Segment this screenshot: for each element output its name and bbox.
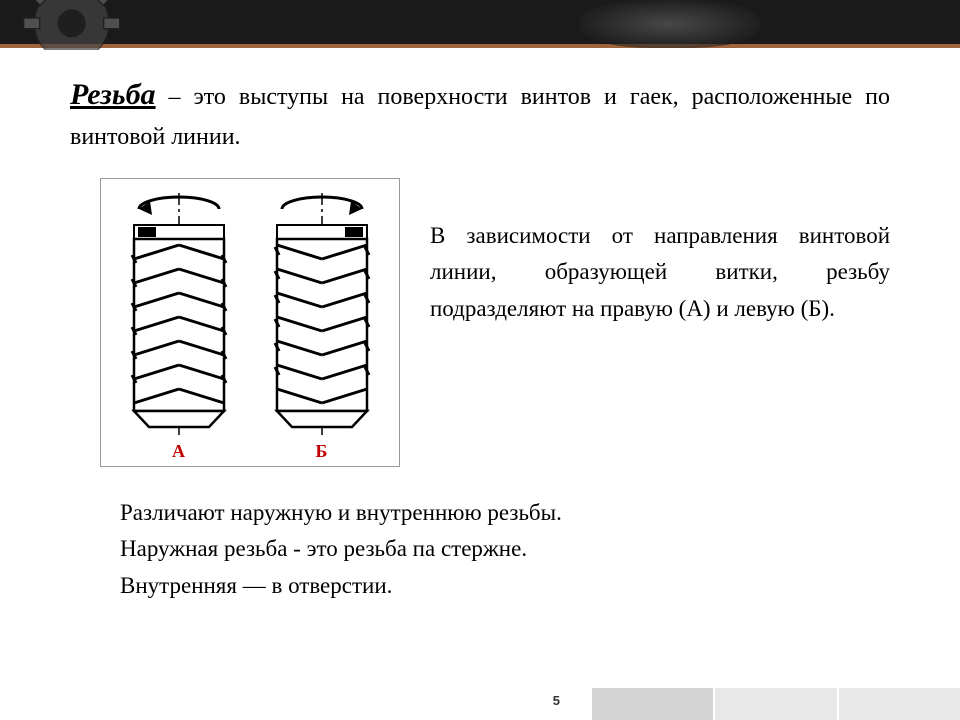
header-cylinder-shape <box>580 0 760 48</box>
screw-b-svg <box>257 187 387 437</box>
mid-row: А <box>100 178 890 467</box>
bottom-line-3: Внутренняя — в отверстии. <box>120 568 890 605</box>
footer-seg <box>592 688 713 720</box>
screw-a-svg <box>114 187 244 437</box>
screw-a: А <box>114 187 244 462</box>
definition-paragraph: Резьба – это выступы на поверхности винт… <box>70 72 890 156</box>
bottom-line-1: Различают наружную и внутреннюю резьбы. <box>120 495 890 532</box>
page-number: 5 <box>553 693 560 708</box>
bottom-paragraph: Различают наружную и внутреннюю резьбы. … <box>120 495 890 605</box>
term-word: Резьба <box>70 78 156 111</box>
label-a: А <box>172 441 185 462</box>
footer-seg <box>839 688 960 720</box>
footer-seg <box>715 688 836 720</box>
bottom-line-2: Наружная резьба - это резьба па стержне. <box>120 531 890 568</box>
label-b: Б <box>316 441 328 462</box>
slide-content: Резьба – это выступы на поверхности винт… <box>0 48 960 605</box>
thread-diagram: А <box>100 178 400 467</box>
side-paragraph: В зависимости от направления винтовой ли… <box>430 178 890 328</box>
definition-rest: – это выступы на поверхности винтов и га… <box>70 84 890 150</box>
header-strip <box>0 0 960 48</box>
gear-icon <box>10 0 160 50</box>
footer-strip <box>590 688 960 720</box>
screw-b: Б <box>257 187 387 462</box>
